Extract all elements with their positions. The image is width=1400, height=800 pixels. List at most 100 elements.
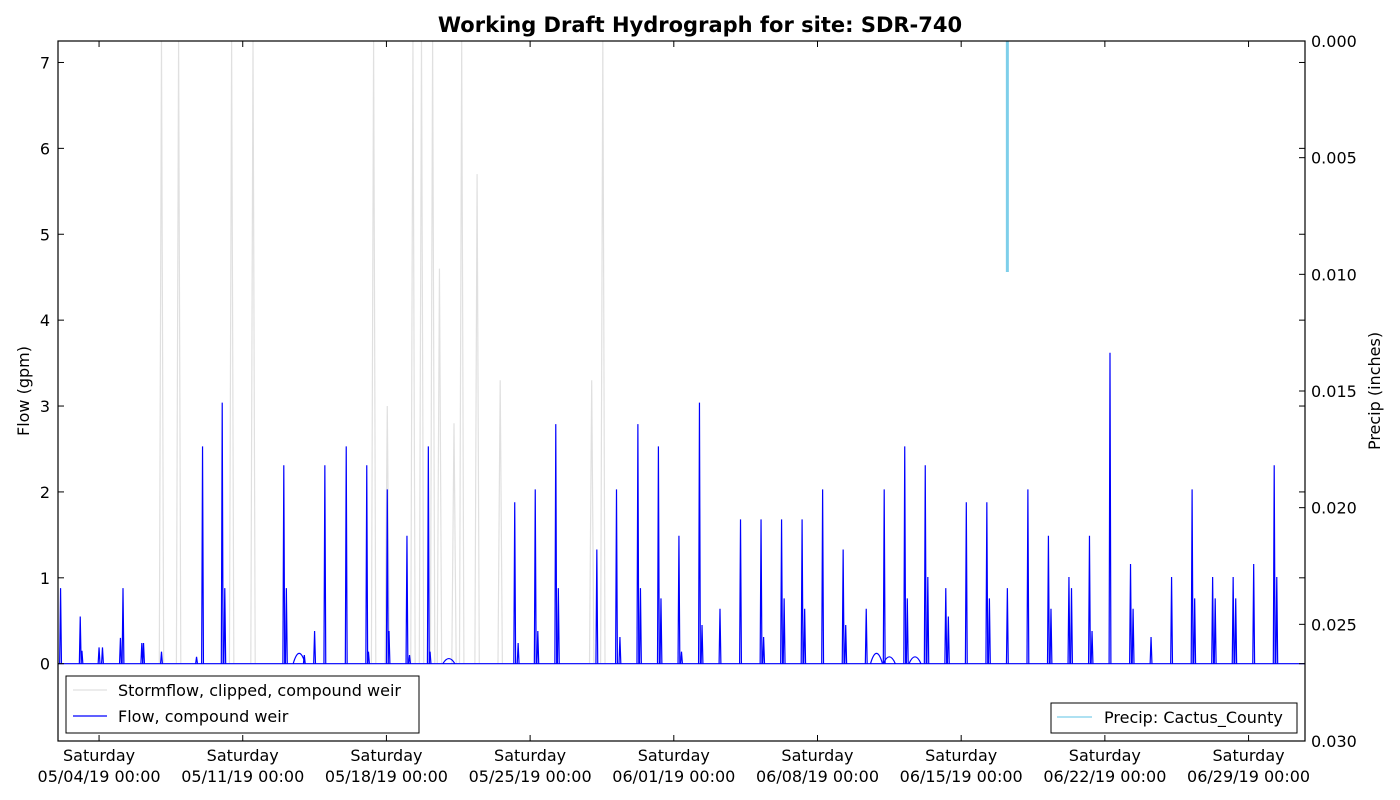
series-1-spike-39 (656, 446, 660, 664)
x-tick-label-date-8: 06/29/19 00:00 (1187, 767, 1310, 786)
series-1-spike-10 (195, 656, 199, 664)
series-1-spike-35 (614, 489, 618, 664)
series-1-spike-70 (1049, 608, 1053, 664)
series-1-spike-62 (944, 588, 948, 664)
series-0-spike-15 (600, 41, 606, 664)
legend-flow-box (65, 675, 420, 734)
y-tick-label-4: 4 (40, 311, 50, 330)
series-1-spike-22 (385, 489, 389, 664)
series-1-spike-75 (1108, 352, 1112, 664)
series-1-spike-88 (1275, 576, 1279, 664)
series-1-spike-80 (1190, 489, 1194, 664)
series-1-spike-86 (1252, 564, 1256, 664)
y2-tick-label-6: 0.030 (1311, 732, 1357, 751)
legend-stormflow-label: Stormflow, clipped, compound weir (118, 681, 401, 700)
y-axis-label: Flow (gpm) (14, 346, 33, 436)
series-1-spike-65 (985, 502, 989, 664)
series-1-spike-49 (780, 519, 784, 664)
series-0-spike-6 (410, 41, 416, 664)
series-1-spike-28 (513, 502, 517, 664)
series-1-spike-4 (100, 647, 104, 664)
series-1-spike-84 (1231, 576, 1235, 664)
series-1-spike-73 (1087, 535, 1091, 664)
series-1-spike-14 (282, 465, 286, 664)
series-1-spike-29 (516, 643, 520, 664)
series-0-spike-10 (451, 423, 457, 664)
series-1-bump-2 (908, 656, 922, 664)
x-tick-label-day-2: Saturday (350, 746, 422, 765)
series-1-spike-60 (923, 465, 927, 664)
x-tick-label-date-7: 06/22/19 00:00 (1043, 767, 1166, 786)
series-1-spike-13 (223, 588, 227, 664)
series-1-spike-71 (1067, 576, 1071, 664)
series-0-spike-1 (175, 41, 182, 664)
x-tick-label-date-3: 05/25/19 00:00 (469, 767, 592, 786)
series-1-spike-74 (1090, 631, 1094, 664)
y-tick-label-0: 0 (40, 655, 50, 674)
y2-tick-label-0: 0.000 (1311, 32, 1357, 51)
series-1-spike-64 (964, 502, 968, 664)
series-1-spike-9 (159, 651, 163, 664)
series-1-spike-12 (220, 402, 224, 664)
x-tick-label-day-1: Saturday (207, 746, 279, 765)
series-1-spike-36 (618, 637, 622, 664)
series-0-spike-2 (228, 41, 235, 664)
series-1-spike-2 (80, 650, 84, 664)
y-tick-label-1: 1 (40, 569, 50, 588)
series-1-spike-23 (387, 631, 391, 664)
series-1-bump-1 (882, 656, 896, 664)
x-tick-label-date-6: 06/15/19 00:00 (900, 767, 1023, 786)
series-1-spike-67 (1005, 588, 1009, 664)
series-1 (58, 352, 1305, 665)
series-1-spike-85 (1234, 598, 1238, 664)
series-1-bump-4 (442, 657, 456, 665)
axes-layer: 0 1 2 3 4 5 6 7 0.000 0.005 0.010 0.015 0.020 0.025 0.… (38, 32, 1357, 786)
x-tick-label-day-0: Saturday (63, 746, 135, 765)
series-1-spike-34 (595, 549, 599, 664)
y-tick-label-7: 7 (40, 53, 50, 72)
series-1-spike-24 (405, 535, 409, 664)
series-1-spike-76 (1129, 564, 1133, 664)
series-1-spike-33 (556, 588, 560, 664)
series-1-spike-66 (987, 598, 991, 664)
series-1-spike-82 (1211, 576, 1215, 664)
series-1-spike-51 (800, 519, 804, 664)
chart-title: Working Draft Hydrograph for site: SDR-7… (438, 13, 962, 37)
series-1-spike-47 (759, 519, 763, 664)
series-0-spike-14 (588, 380, 595, 664)
series-1-spike-54 (841, 549, 845, 664)
y2-tick-label-1: 0.005 (1311, 149, 1357, 168)
series-1-spike-40 (659, 598, 663, 664)
series-1-spike-55 (844, 625, 848, 664)
x-tick-label-date-2: 05/18/19 00:00 (325, 767, 448, 786)
x-tick-label-date-0: 05/04/19 00:00 (38, 767, 161, 786)
legend-precip-label: Precip: Cactus_County (1104, 708, 1283, 728)
x-tick-label-day-3: Saturday (494, 746, 566, 765)
series-1-spike-1 (78, 616, 82, 664)
x-tick-label-day-6: Saturday (925, 746, 997, 765)
series-0-spike-5 (384, 406, 391, 664)
series-1-spike-57 (882, 489, 886, 664)
y-tick-label-2: 2 (40, 483, 50, 502)
series-1-spike-53 (821, 489, 825, 664)
series-1-spike-21 (366, 651, 370, 664)
series-1-spike-68 (1026, 489, 1030, 664)
series-1-spike-48 (762, 637, 766, 664)
series-0-spike-4 (370, 41, 377, 664)
series-1-spike-61 (926, 576, 930, 664)
series-1-spike-83 (1213, 598, 1217, 664)
series-1-spike-52 (803, 608, 807, 664)
series-layer (58, 41, 1305, 665)
y2-axis-label: Precip (inches) (1365, 332, 1384, 450)
x-tick-label-day-8: Saturday (1212, 746, 1284, 765)
series-1-spike-11 (201, 446, 205, 664)
series-0-spike-3 (250, 41, 256, 664)
series-1-spike-30 (533, 489, 537, 664)
series-1-spike-8 (142, 643, 146, 664)
series-0-spike-9 (436, 268, 443, 664)
series-1-spike-79 (1170, 576, 1174, 664)
y2-tick-label-4: 0.020 (1311, 499, 1357, 518)
series-1-spike-44 (700, 625, 704, 664)
series-1-spike-45 (718, 608, 722, 664)
series-1-spike-63 (946, 616, 950, 664)
